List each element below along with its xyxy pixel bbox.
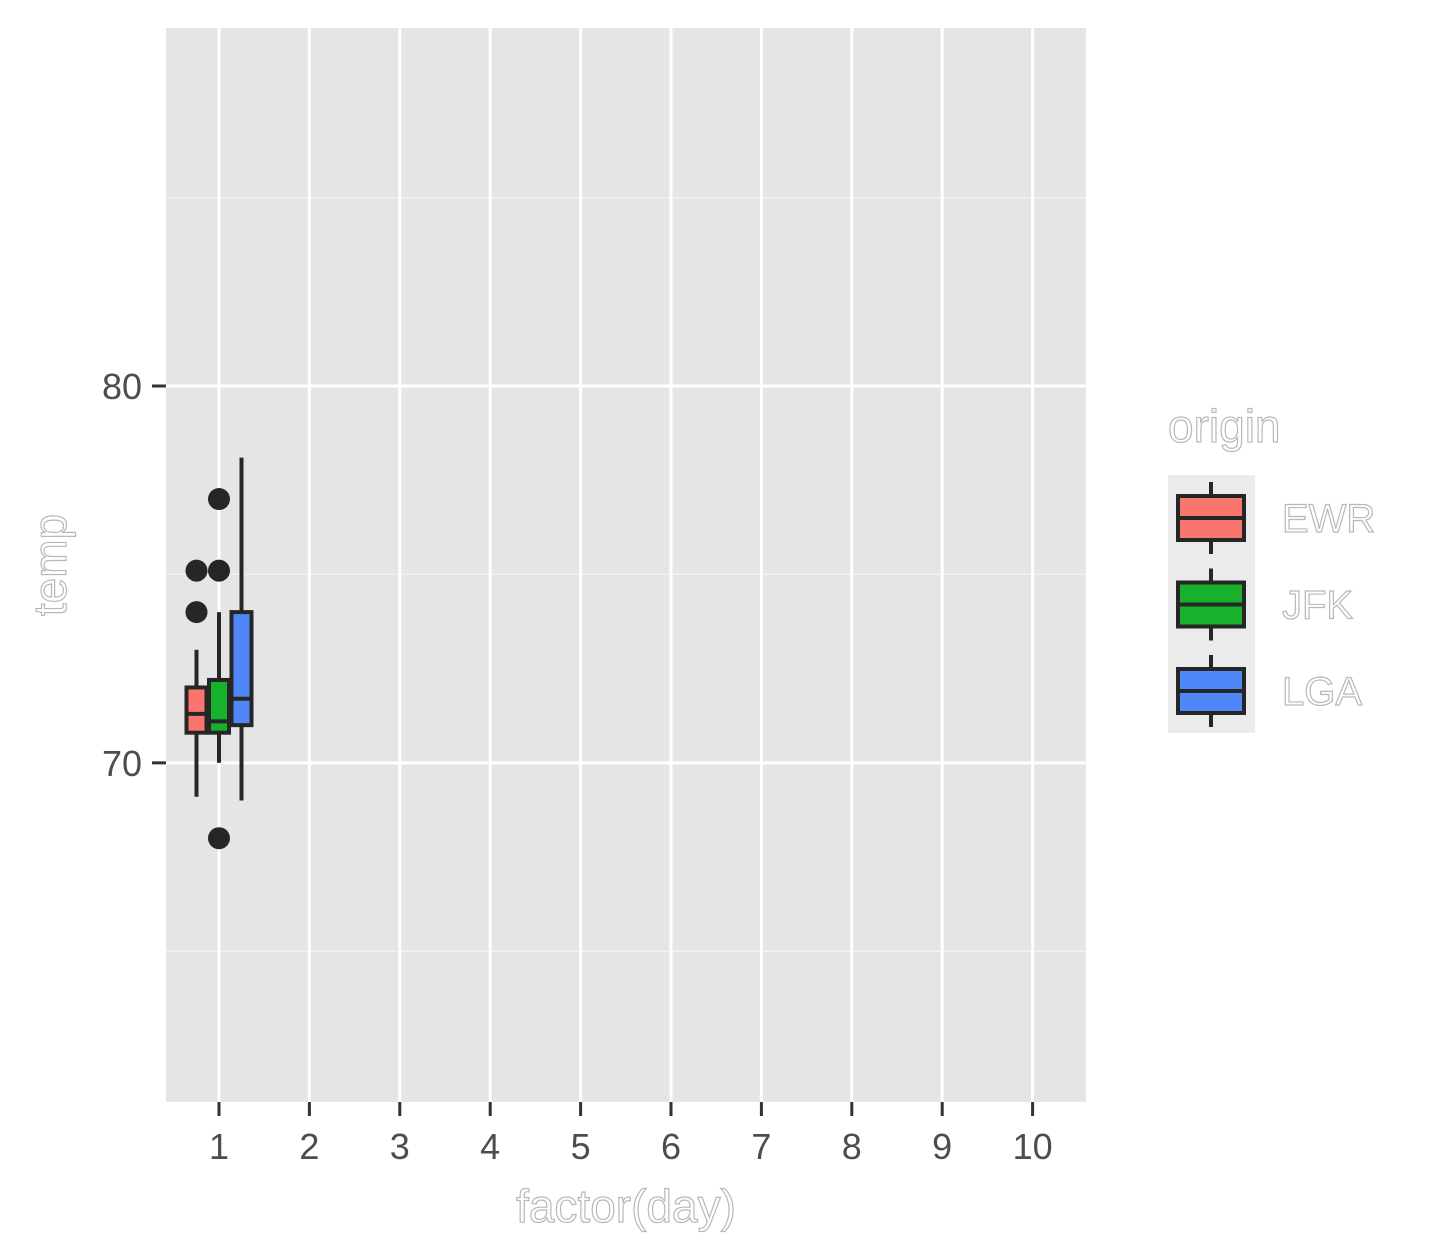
x-tick-label: 4 <box>480 1126 500 1167</box>
box-ewr <box>184 559 209 797</box>
box-body <box>229 610 254 728</box>
legend: origin EWR JFK LGA <box>1167 399 1376 733</box>
box-body <box>207 677 231 735</box>
x-tick-label: 6 <box>661 1126 681 1167</box>
minor-gridlines <box>166 196 1086 953</box>
legend-label: LGA <box>1282 670 1362 714</box>
x-tick-label: 1 <box>209 1126 229 1167</box>
legend-key-lga: LGA <box>1176 655 1363 727</box>
x-tick-label: 3 <box>390 1126 410 1167</box>
legend-label: JFK <box>1282 584 1353 628</box>
x-tick-label: 9 <box>932 1126 952 1167</box>
y-tick-label: 80 <box>102 366 142 407</box>
y-axis: 70 80 <box>102 366 166 784</box>
plot-panel <box>166 28 1086 1102</box>
legend-title: origin <box>1168 400 1281 452</box>
x-axis: 1 2 3 4 5 6 7 8 9 10 <box>209 1102 1053 1167</box>
x-tick-label: 7 <box>751 1126 771 1167</box>
outlier-point <box>185 559 208 582</box>
x-tick-label: 10 <box>1013 1126 1053 1167</box>
box-lga <box>229 457 254 801</box>
x-axis-title: factor(day) <box>516 1180 736 1232</box>
outlier-point <box>185 601 208 624</box>
y-axis-title: temp <box>24 514 76 616</box>
legend-label: EWR <box>1282 497 1375 541</box>
x-tick-label: 5 <box>571 1126 591 1167</box>
boxplots <box>184 457 254 850</box>
y-tick-label: 70 <box>102 743 142 784</box>
outlier-point <box>208 827 230 850</box>
x-tick-label: 8 <box>842 1126 862 1167</box>
outlier-point <box>208 559 230 582</box>
legend-key-jfk: JFK <box>1176 568 1354 641</box>
box-body <box>184 685 209 735</box>
legend-key-ewr: EWR <box>1176 482 1376 554</box>
box-jfk <box>207 488 231 850</box>
x-tick-label: 2 <box>299 1126 319 1167</box>
outlier-point <box>208 488 230 511</box>
